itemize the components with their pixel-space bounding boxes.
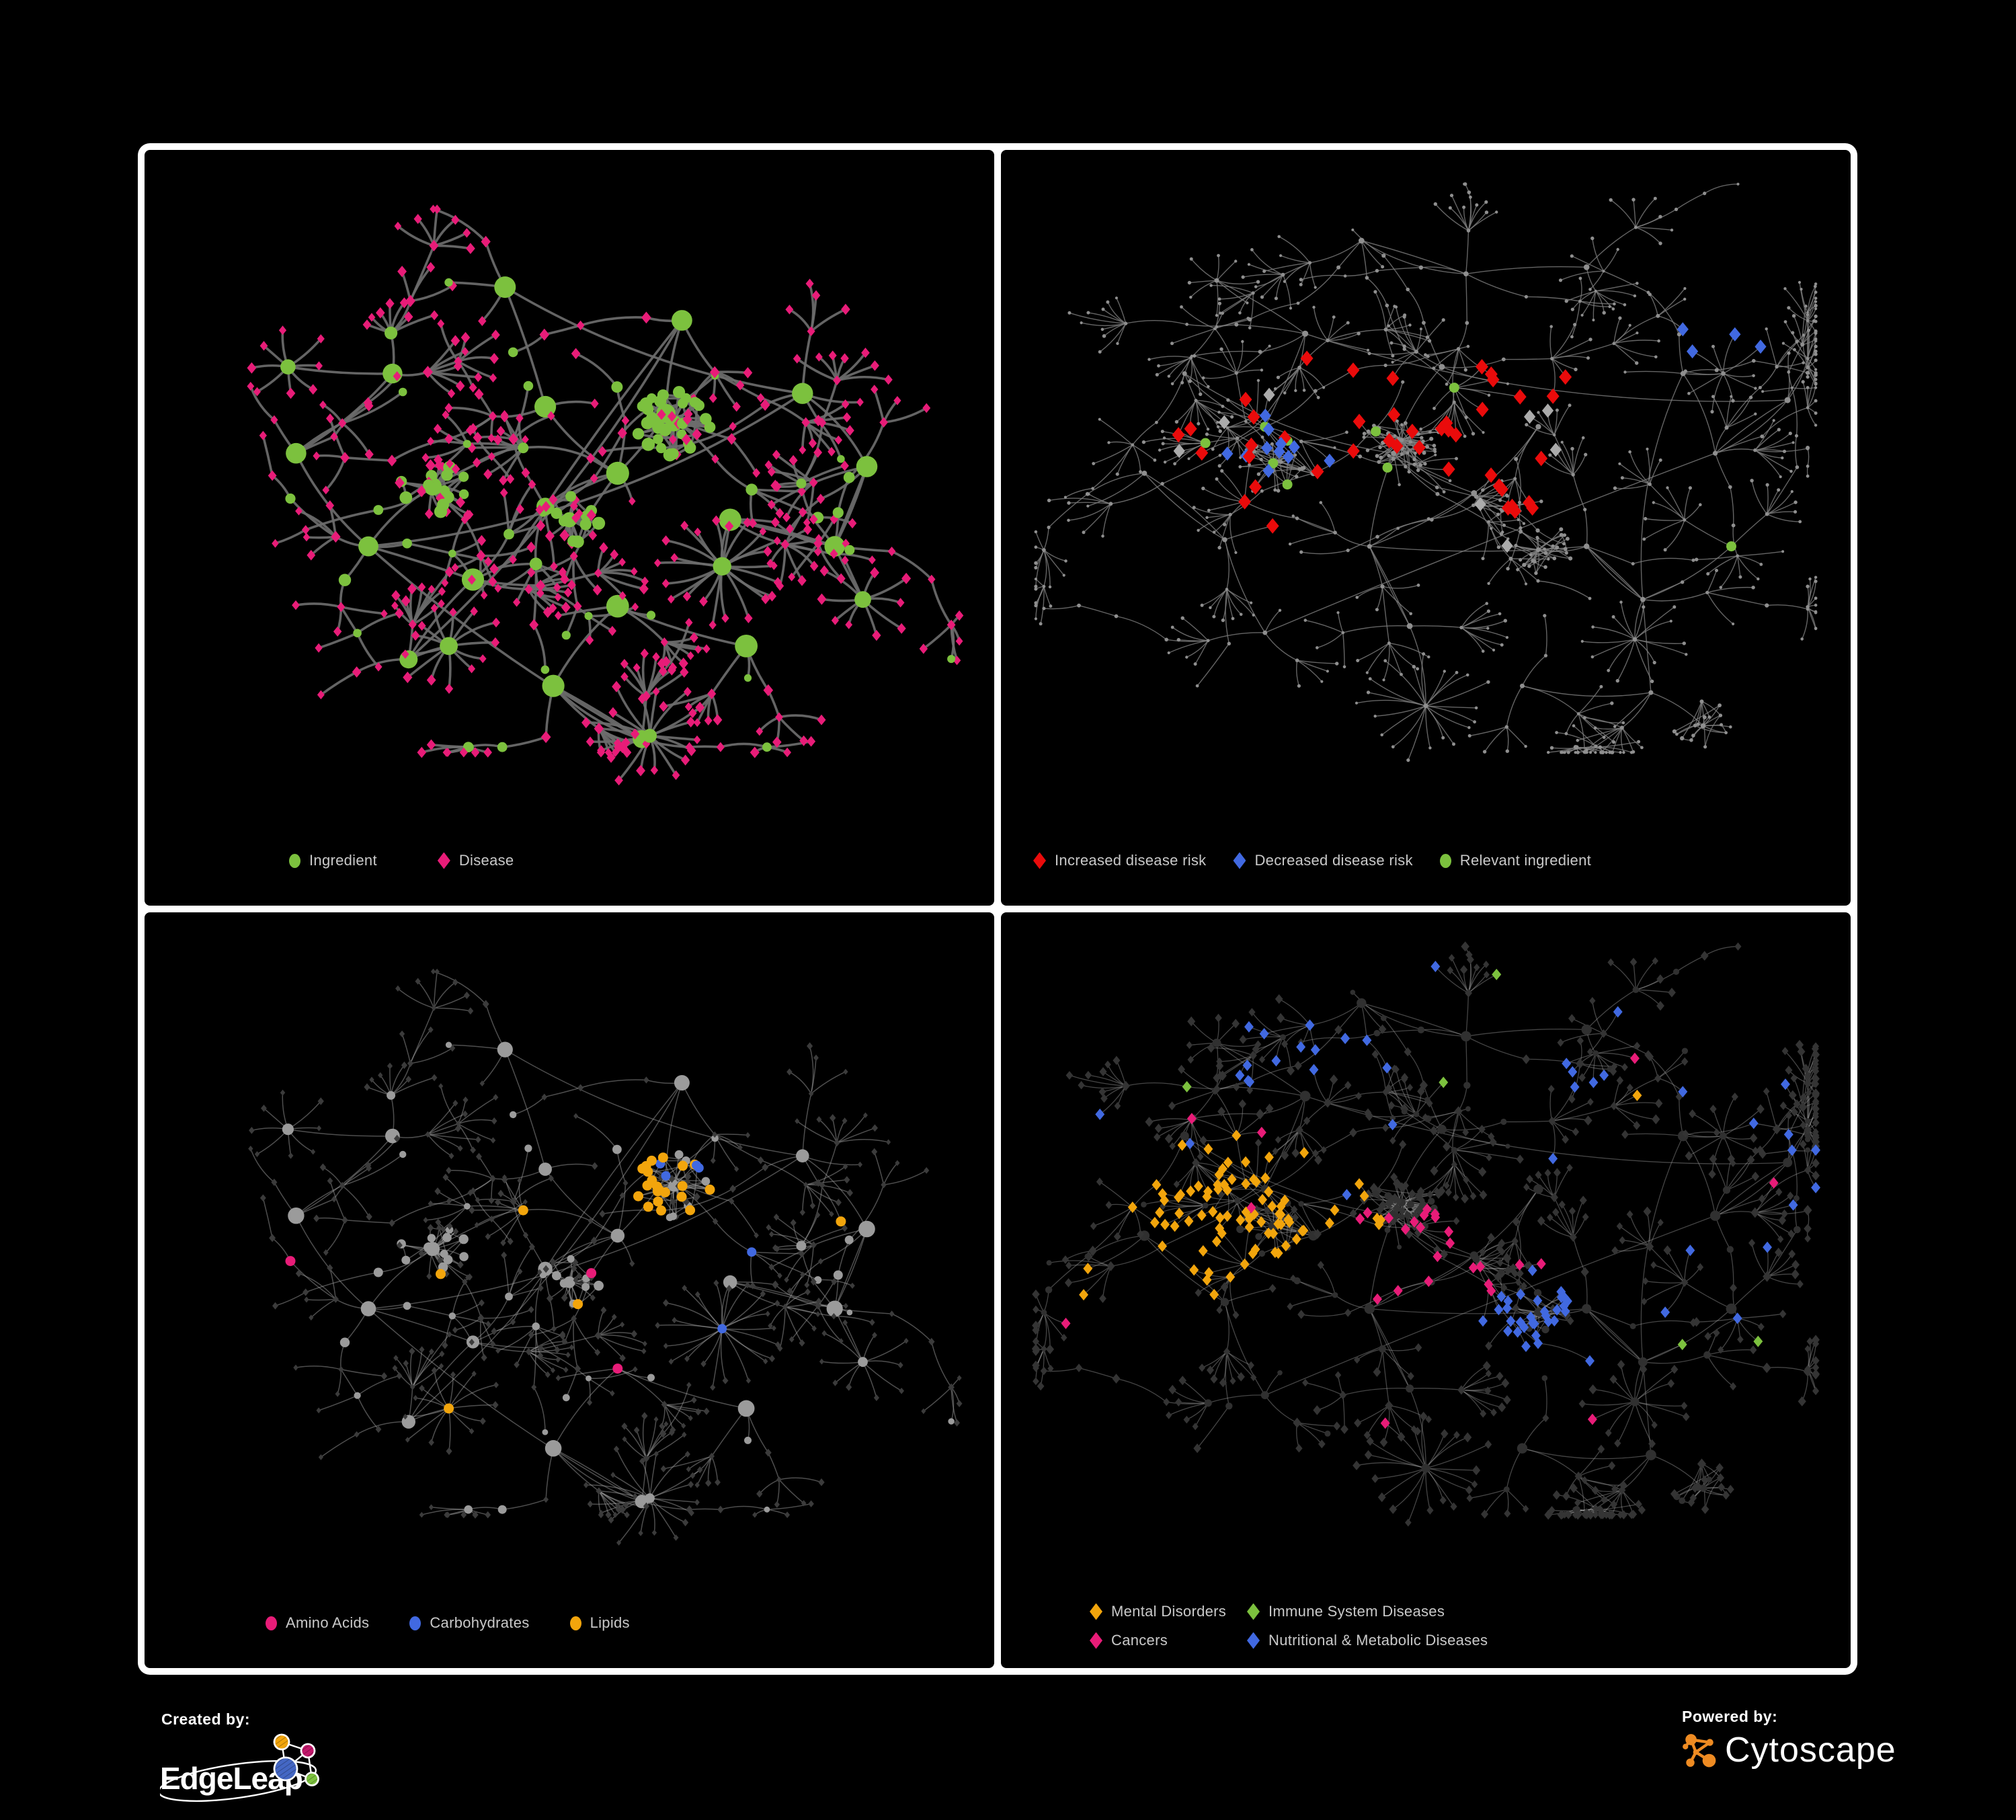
immune-diseases-swatch <box>1247 1603 1260 1620</box>
legend-label: Ingredient <box>309 852 377 869</box>
legend-item: Carbohydrates <box>409 1614 529 1632</box>
legend-item: Immune System Diseases <box>1247 1603 1488 1620</box>
legend-label: Lipids <box>590 1614 630 1631</box>
legend-item: Amino Acids <box>266 1614 369 1632</box>
legend-label: Amino Acids <box>286 1614 370 1631</box>
legend-label: Relevant ingredient <box>1459 852 1592 869</box>
edgeleap-credit: Created by: EdgeLeap <box>157 1710 340 1813</box>
panel-disease-risk: Increased disease risk Decreased disease… <box>1001 150 1851 906</box>
legend-disease-risk: Increased disease risk Decreased disease… <box>1033 852 1591 869</box>
cytoscape-icon <box>1683 1734 1716 1768</box>
legend-item: Lipids <box>569 1614 630 1632</box>
legend-item: Nutritional & Metabolic Diseases <box>1247 1632 1488 1649</box>
disease-category-network-canvas <box>1031 941 1820 1527</box>
panel-nutrient-classes: Amino Acids Carbohydrates Lipids <box>145 912 994 1668</box>
legend-nutrient-classes: Amino Acids Carbohydrates Lipids <box>266 1614 630 1632</box>
legend-item: Disease <box>437 852 514 869</box>
cytoscape-wordmark: Cytoscape <box>1725 1731 1896 1770</box>
edgeleap-logo: EdgeLeap <box>157 1733 319 1802</box>
relevant-ingredient-swatch <box>1439 853 1451 868</box>
legend-disease-categories: Mental Disorders Immune System Diseases … <box>1090 1603 1488 1649</box>
panel-disease-categories: Mental Disorders Immune System Diseases … <box>1001 912 1851 1668</box>
figure-grid: Ingredient Disease Increased disease ris… <box>138 143 1857 1675</box>
amino-acids-swatch <box>266 1616 277 1630</box>
legend-item: Ingredient <box>289 852 377 869</box>
powered-by-label: Powered by: <box>1682 1708 1778 1725</box>
legend-item: Cancers <box>1090 1632 1232 1649</box>
legend-ingredient-disease: Ingredient Disease <box>289 852 514 869</box>
legend-item: Relevant ingredient <box>1439 852 1592 869</box>
legend-label: Disease <box>458 852 514 869</box>
legend-item: Increased disease risk <box>1033 852 1206 869</box>
legend-item: Decreased disease risk <box>1233 852 1412 869</box>
cancers-swatch <box>1090 1632 1102 1649</box>
legend-item: Mental Disorders <box>1090 1603 1232 1620</box>
legend-label: Cancers <box>1111 1632 1168 1649</box>
lipids-swatch <box>569 1616 581 1630</box>
legend-label: Carbohydrates <box>430 1614 530 1631</box>
ingredient-disease-network-canvas <box>247 204 964 786</box>
legend-label: Nutritional & Metabolic Diseases <box>1268 1632 1488 1649</box>
decreased-risk-swatch <box>1233 852 1246 869</box>
edgeleap-logo-nodes <box>273 1733 319 1786</box>
legend-label: Immune System Diseases <box>1268 1603 1445 1620</box>
panel-ingredient-disease: Ingredient Disease <box>145 150 994 906</box>
nutritional-metabolic-swatch <box>1247 1632 1260 1649</box>
increased-risk-swatch <box>1033 852 1046 869</box>
legend-label: Decreased disease risk <box>1254 852 1413 869</box>
nutrient-class-network-canvas <box>248 968 963 1546</box>
carbohydrates-swatch <box>409 1616 421 1630</box>
created-by-label: Created by: <box>161 1710 251 1728</box>
cytoscape-credit: Powered by: Cytoscape <box>1681 1708 1896 1770</box>
disease-swatch <box>437 852 450 869</box>
ingredient-swatch <box>289 853 300 868</box>
mental-disorders-swatch <box>1090 1603 1102 1620</box>
disease-risk-network-canvas <box>1034 182 1818 762</box>
legend-label: Mental Disorders <box>1111 1603 1227 1620</box>
legend-label: Increased disease risk <box>1055 852 1207 869</box>
